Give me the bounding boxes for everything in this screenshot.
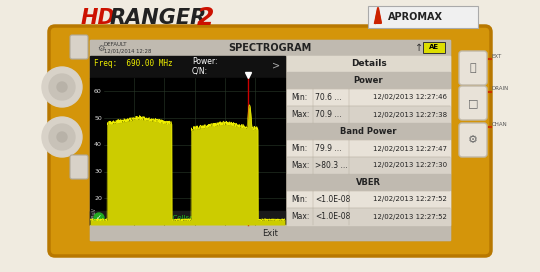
Text: Freq:  690.00 MHz: Freq: 690.00 MHz xyxy=(94,60,173,69)
Text: ⚙: ⚙ xyxy=(468,135,478,145)
Text: CHAN: CHAN xyxy=(492,122,508,126)
Bar xyxy=(90,78,285,225)
Text: VBER: VBER xyxy=(356,178,381,187)
Text: 12/02/2013 12:27:46: 12/02/2013 12:27:46 xyxy=(373,94,447,100)
Bar xyxy=(287,140,450,157)
Text: 50: 50 xyxy=(94,116,102,120)
Text: Power:: Power: xyxy=(192,57,218,66)
Bar xyxy=(423,42,445,53)
Text: RANGER: RANGER xyxy=(110,8,207,28)
Text: Max:: Max: xyxy=(291,110,309,119)
Circle shape xyxy=(49,74,75,100)
Text: >: > xyxy=(272,61,280,71)
Text: 79.9 ...: 79.9 ... xyxy=(315,144,341,153)
Text: 📂: 📂 xyxy=(470,63,476,73)
Text: 12/01/2014 12:28: 12/01/2014 12:28 xyxy=(104,48,151,54)
Text: ⚙: ⚙ xyxy=(97,44,105,52)
Text: 12/02/2013 12:27:47: 12/02/2013 12:27:47 xyxy=(373,146,447,152)
Bar xyxy=(287,56,450,72)
Text: <1.0E-08: <1.0E-08 xyxy=(315,195,350,204)
Bar xyxy=(287,72,450,89)
Text: EXT: EXT xyxy=(492,54,502,58)
Bar xyxy=(287,191,450,208)
Bar xyxy=(287,89,450,106)
Bar xyxy=(90,211,285,225)
Text: 30: 30 xyxy=(94,169,102,174)
Bar xyxy=(287,174,450,191)
Text: 12/02/2013 12:27:30: 12/02/2013 12:27:30 xyxy=(373,162,447,168)
FancyBboxPatch shape xyxy=(70,155,88,179)
Circle shape xyxy=(57,132,67,142)
Polygon shape xyxy=(375,8,381,23)
Bar xyxy=(287,157,450,174)
Bar xyxy=(368,6,478,28)
Text: 20: 20 xyxy=(94,196,102,201)
Text: <1.0E-08: <1.0E-08 xyxy=(315,212,350,221)
Circle shape xyxy=(57,82,67,92)
Circle shape xyxy=(49,124,75,150)
Text: 12/02/2013 12:27:52: 12/02/2013 12:27:52 xyxy=(373,196,447,202)
Circle shape xyxy=(42,67,82,107)
Bar xyxy=(287,123,450,140)
Text: 12/02/2013 12:27:52: 12/02/2013 12:27:52 xyxy=(373,214,447,220)
FancyBboxPatch shape xyxy=(459,86,487,120)
Bar xyxy=(287,106,450,123)
Text: APROMAX: APROMAX xyxy=(388,12,442,22)
FancyBboxPatch shape xyxy=(49,26,491,256)
Text: 40: 40 xyxy=(94,142,102,147)
Bar xyxy=(287,208,450,225)
Text: ✓: ✓ xyxy=(96,215,102,221)
Text: Min:: Min: xyxy=(291,195,307,204)
Bar xyxy=(90,56,285,78)
Text: DEFAULT: DEFAULT xyxy=(104,42,127,48)
Text: 2: 2 xyxy=(197,6,214,30)
Text: Band Power: Band Power xyxy=(340,127,397,136)
FancyBboxPatch shape xyxy=(70,35,88,59)
Text: DRAIN: DRAIN xyxy=(492,86,509,91)
Bar xyxy=(90,225,450,240)
Text: MPEG2 TS locked: Collserola: MPEG2 TS locked: Collserola xyxy=(108,215,207,221)
Text: Max:: Max: xyxy=(291,212,309,221)
Text: Exit: Exit xyxy=(262,228,278,237)
Text: Max:: Max: xyxy=(291,161,309,170)
Text: Details: Details xyxy=(350,60,387,69)
Bar xyxy=(90,40,450,56)
Circle shape xyxy=(94,213,104,223)
Text: C/N:: C/N: xyxy=(192,66,208,76)
Text: HD: HD xyxy=(80,8,116,28)
Text: Power: Power xyxy=(354,76,383,85)
Text: 12/02/2013 12:27:38: 12/02/2013 12:27:38 xyxy=(373,112,447,118)
Circle shape xyxy=(42,117,82,157)
Bar xyxy=(90,40,450,240)
Text: Min:: Min: xyxy=(291,144,307,153)
Text: 70.9 ...: 70.9 ... xyxy=(315,110,341,119)
Text: 60: 60 xyxy=(94,89,102,94)
FancyBboxPatch shape xyxy=(459,123,487,157)
Text: Min:: Min: xyxy=(291,93,307,102)
Text: AE: AE xyxy=(429,44,439,50)
Text: 70.6 ...: 70.6 ... xyxy=(315,93,341,102)
Text: ↑: ↑ xyxy=(415,43,423,53)
Text: dBμV: dBμV xyxy=(91,206,97,220)
Text: SPECTROGRAM: SPECTROGRAM xyxy=(228,43,312,53)
FancyBboxPatch shape xyxy=(459,51,487,85)
Text: □: □ xyxy=(468,98,478,108)
Text: >80.3 ...: >80.3 ... xyxy=(315,161,348,170)
Bar xyxy=(287,56,450,225)
